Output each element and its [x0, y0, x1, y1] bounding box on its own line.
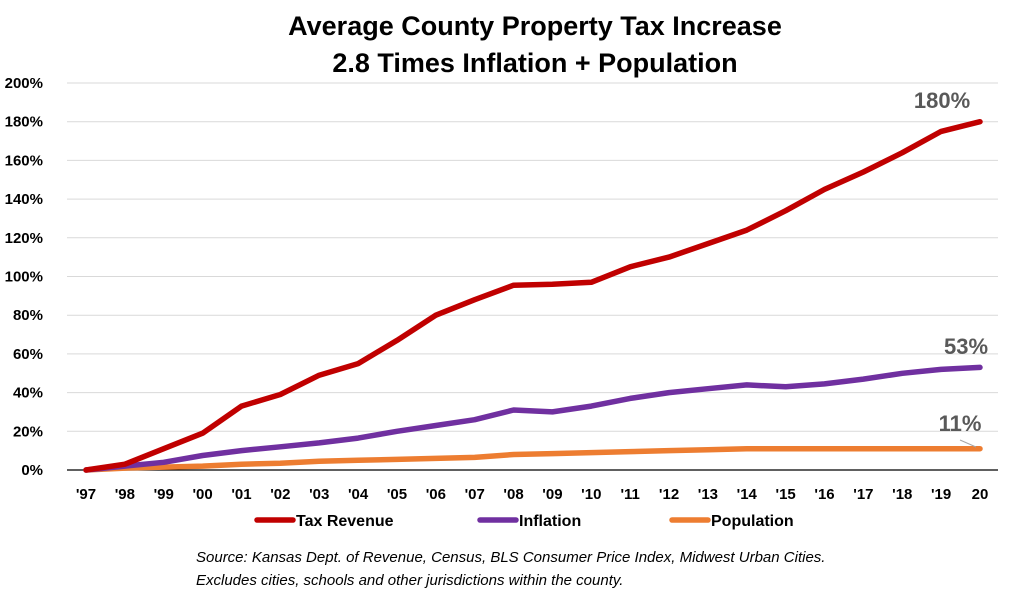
y-tick-label: 140%	[5, 191, 43, 208]
x-tick-label: '01	[231, 486, 251, 503]
chart-title: Average County Property Tax Increase	[288, 11, 782, 41]
x-tick-label: '00	[192, 486, 212, 503]
legend-item-tax-revenue: Tax Revenue	[254, 513, 394, 530]
chart-subtitle: 2.8 Times Inflation + Population	[332, 48, 737, 78]
x-tick-label: '02	[270, 486, 290, 503]
y-tick-label: 60%	[13, 346, 43, 363]
x-tick-label: 20	[972, 486, 989, 503]
legend: Tax Revenue Inflation Population	[254, 513, 794, 530]
x-tick-label: '09	[542, 486, 562, 503]
x-tick-label: '08	[503, 486, 523, 503]
end-labels: 180% 53% 11%	[914, 88, 988, 448]
y-tick-label: 120%	[5, 230, 43, 247]
end-label-leader-line	[959, 439, 977, 448]
x-tick-label: '13	[698, 486, 718, 503]
x-tick-label: '14	[737, 486, 758, 503]
gridlines	[67, 82, 998, 432]
y-tick-label: 20%	[13, 423, 43, 440]
y-tick-label: 180%	[5, 114, 43, 131]
end-label-population: 11%	[939, 411, 982, 436]
exclusion-note: Excludes cities, schools and other juris…	[196, 572, 623, 589]
x-tick-label: '19	[931, 486, 951, 503]
series-line-tax-revenue	[83, 118, 983, 473]
legend-label: Tax Revenue	[296, 513, 394, 530]
y-tick-label: 40%	[13, 385, 43, 402]
x-tick-label: '12	[659, 486, 679, 503]
end-label-inflation: 53%	[944, 334, 988, 359]
x-tick-label: '15	[776, 486, 796, 503]
y-tick-label: 100%	[5, 269, 43, 286]
legend-item-inflation: Inflation	[477, 513, 581, 530]
x-tick-label: '04	[348, 486, 369, 503]
y-tick-label: 0%	[21, 462, 43, 479]
y-tick-label: 160%	[5, 152, 43, 169]
x-tick-label: '17	[853, 486, 873, 503]
end-label-tax-revenue: 180%	[914, 88, 970, 113]
x-tick-label: '16	[814, 486, 834, 503]
series-lines	[83, 118, 983, 473]
series-line-population	[83, 445, 983, 473]
x-axis: '97 '98 '99 '00 '01 '02 '03 '04 '05 '06 '07 '08 '09 '…	[67, 469, 998, 503]
x-tick-label: '07	[465, 486, 485, 503]
x-tick-label: '98	[115, 486, 135, 503]
legend-label: Population	[711, 513, 794, 530]
legend-item-population: Population	[669, 513, 794, 530]
x-tick-label: '10	[581, 486, 601, 503]
x-tick-label: '06	[426, 486, 446, 503]
source-note: Source: Kansas Dept. of Revenue, Census,…	[196, 549, 825, 566]
y-tick-label: 200%	[5, 75, 43, 92]
legend-label: Inflation	[519, 513, 581, 530]
y-axis: 0% 20% 40% 60% 80% 100% 120% 140% 160% 180% 200%	[5, 75, 43, 479]
x-tick-label: '99	[154, 486, 174, 503]
x-tick-label: '11	[620, 486, 639, 503]
series-line-inflation	[83, 364, 983, 473]
x-tick-label: '05	[387, 486, 407, 503]
y-tick-label: 80%	[13, 307, 43, 324]
x-tick-label: '97	[76, 486, 96, 503]
x-tick-label: '18	[892, 486, 912, 503]
x-tick-label: '03	[309, 486, 329, 503]
